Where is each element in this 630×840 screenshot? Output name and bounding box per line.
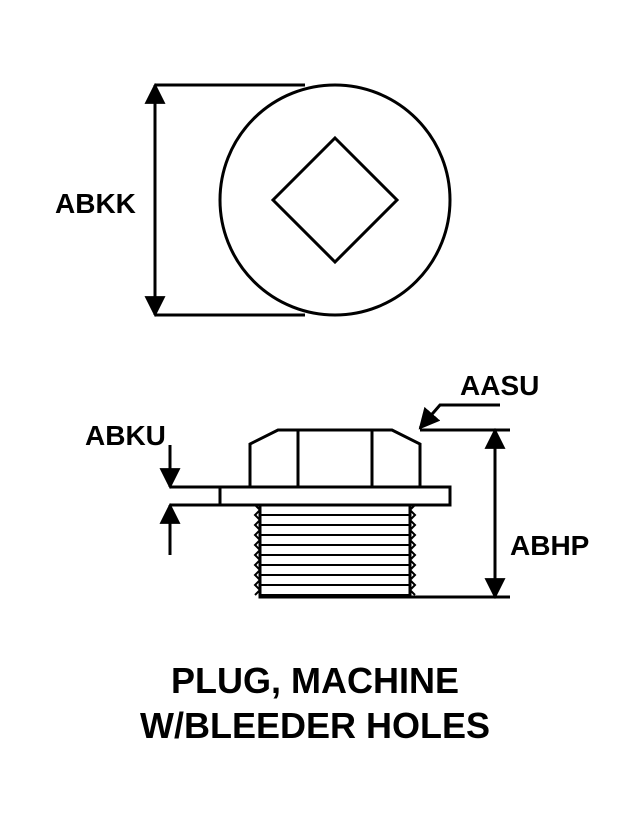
dim-aasu <box>420 405 500 428</box>
label-abhp: ABHP <box>510 530 589 562</box>
dim-abkk <box>155 85 305 315</box>
top-view <box>220 85 450 315</box>
title-line-2: W/BLEEDER HOLES <box>0 705 630 747</box>
dim-abku <box>170 445 220 555</box>
side-view <box>220 430 450 597</box>
label-abku: ABKU <box>85 420 166 452</box>
dim-abhp <box>410 430 510 597</box>
label-aasu: AASU <box>460 370 539 402</box>
title-line-1: PLUG, MACHINE <box>0 660 630 702</box>
label-abkk: ABKK <box>55 188 136 220</box>
